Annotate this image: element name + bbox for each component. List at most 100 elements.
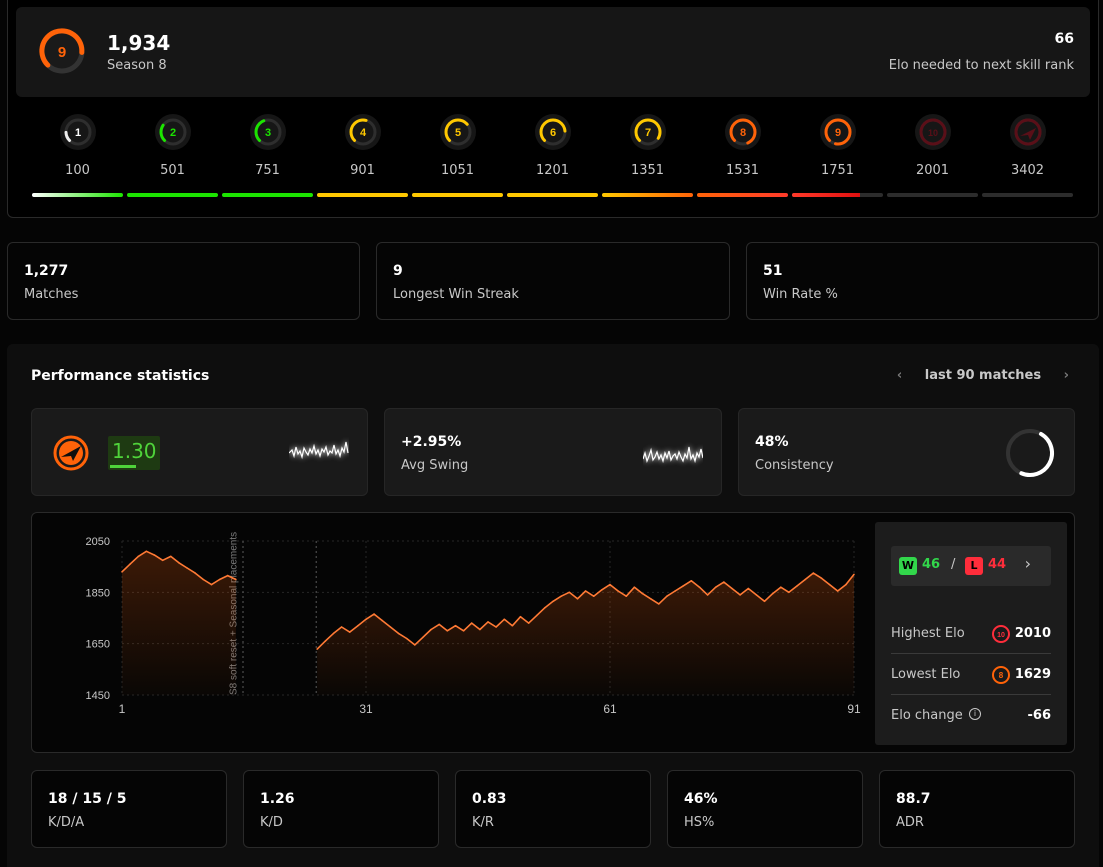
skill-level-2-icon: 2 [155, 114, 191, 150]
skill-level-4: 4 901 [317, 112, 408, 202]
hs-card: 46% HS% [667, 770, 863, 848]
highest-elo-row: Highest Elo 10 2010 [891, 614, 1051, 654]
win-rate-value: 51 [763, 263, 783, 279]
elo-point [649, 598, 652, 600]
skill-level-bar [697, 193, 788, 197]
skill-level-8: 8 1531 [697, 112, 788, 202]
rating-value: 1.30 [112, 439, 157, 463]
elo-point [348, 631, 351, 633]
skill-level-threshold: 751 [255, 163, 280, 178]
elo-point [357, 624, 359, 627]
highest-elo-label: Highest Elo [891, 626, 965, 641]
y-tick-label: 1450 [86, 690, 110, 702]
elo-area-segment [317, 573, 854, 695]
avg-swing-value: +2.95% [401, 434, 462, 450]
elo-point [625, 595, 628, 597]
skill-level-5: 5 1051 [412, 112, 503, 202]
kda-card: 18 / 15 / 5 K/D/A [31, 770, 227, 848]
hs-label: HS% [684, 815, 715, 830]
skill-level-threshold: 100 [65, 163, 90, 178]
skill-level-number: 5 [455, 127, 461, 139]
elo-point [153, 554, 156, 556]
x-tick-label: 1 [119, 702, 126, 716]
elo-point [511, 624, 514, 627]
skill-level-threshold: 3402 [1010, 163, 1045, 178]
elo-point [666, 595, 668, 597]
elo-point [121, 571, 123, 573]
adr-label: ADR [896, 815, 924, 830]
win-rate-label: Win Rate % [763, 287, 838, 302]
skill-level-threshold: 2001 [915, 163, 950, 178]
elo-point [544, 606, 546, 609]
win-streak-label: Longest Win Streak [393, 287, 519, 302]
skill-level-7: 7 1351 [602, 112, 693, 202]
elo-point [845, 583, 847, 586]
chevron-right-icon[interactable]: › [1063, 368, 1069, 383]
info-icon[interactable]: i [969, 708, 981, 720]
elo-point [446, 630, 449, 632]
elo-point [714, 586, 717, 588]
skill-level-bar [507, 193, 598, 197]
skill-level-bar [792, 193, 883, 197]
avg-swing-label: Avg Swing [401, 458, 469, 473]
elo-point [698, 586, 701, 588]
elo-point [397, 632, 400, 635]
elo-point [527, 622, 530, 624]
adr-value: 88.7 [896, 791, 931, 807]
skill-level-11-icon [1010, 114, 1046, 150]
elo-point [812, 572, 815, 574]
matches-value: 1,277 [24, 263, 69, 279]
elo-point [479, 628, 481, 631]
elo-point [674, 590, 676, 592]
rating-icon [53, 435, 89, 471]
elo-point [739, 594, 741, 596]
win-loss-box[interactable]: W 46 / L 44 › [891, 546, 1051, 586]
matches-label: Matches [24, 287, 79, 302]
skill-level-number: 1 [75, 127, 81, 139]
elo-point [381, 619, 384, 622]
x-tick-label: 91 [847, 702, 861, 716]
elo-point [340, 626, 343, 628]
skill-level-9-icon: 9 [820, 114, 856, 150]
kd-card: 1.26 K/D [243, 770, 439, 848]
elo-point [170, 555, 172, 558]
elo-point [780, 586, 782, 588]
skill-level-bar [127, 193, 218, 197]
skill-level-bar [317, 193, 408, 197]
elo-point [690, 580, 693, 582]
hs-value: 46% [684, 791, 718, 807]
chevron-right-icon: › [1024, 554, 1031, 573]
skill-level-number: 10 [928, 128, 938, 138]
elo-point [552, 600, 554, 603]
elo-point [755, 594, 758, 596]
wl-separator: / [951, 557, 956, 572]
loss-badge: L [965, 557, 983, 575]
elo-point [438, 623, 441, 626]
skill-level-10: 10 2001 [887, 112, 978, 202]
rating-badge: 1.30 [108, 436, 160, 470]
elo-area-segment [122, 551, 236, 695]
elo-point [617, 590, 619, 592]
consistency-value: 48% [755, 434, 789, 450]
elo-point [836, 590, 839, 592]
chevron-left-icon[interactable]: ‹ [896, 368, 903, 383]
highest-level-text: 10 [997, 632, 1005, 639]
skill-level-number: 4 [360, 127, 367, 139]
range-pager: ‹ last 90 matches › [897, 368, 1069, 383]
elo-point [568, 591, 571, 594]
elo-point [373, 613, 375, 615]
consistency-label: Consistency [755, 458, 834, 473]
elo-point [658, 603, 660, 605]
elo-point [470, 622, 473, 624]
avg-swing-card: +2.95% Avg Swing [384, 408, 722, 496]
elo-point [771, 592, 774, 595]
wins-value: 46 [922, 557, 941, 572]
elo-point [178, 562, 180, 564]
elo-point [414, 644, 416, 646]
elo-point [454, 624, 457, 627]
skill-level-8-icon: 8 [725, 114, 761, 150]
elo-point [389, 626, 392, 628]
rating-card: 1.30 [31, 408, 368, 496]
skill-level-9-icon: 9 [39, 28, 85, 74]
elo-point [462, 630, 465, 632]
